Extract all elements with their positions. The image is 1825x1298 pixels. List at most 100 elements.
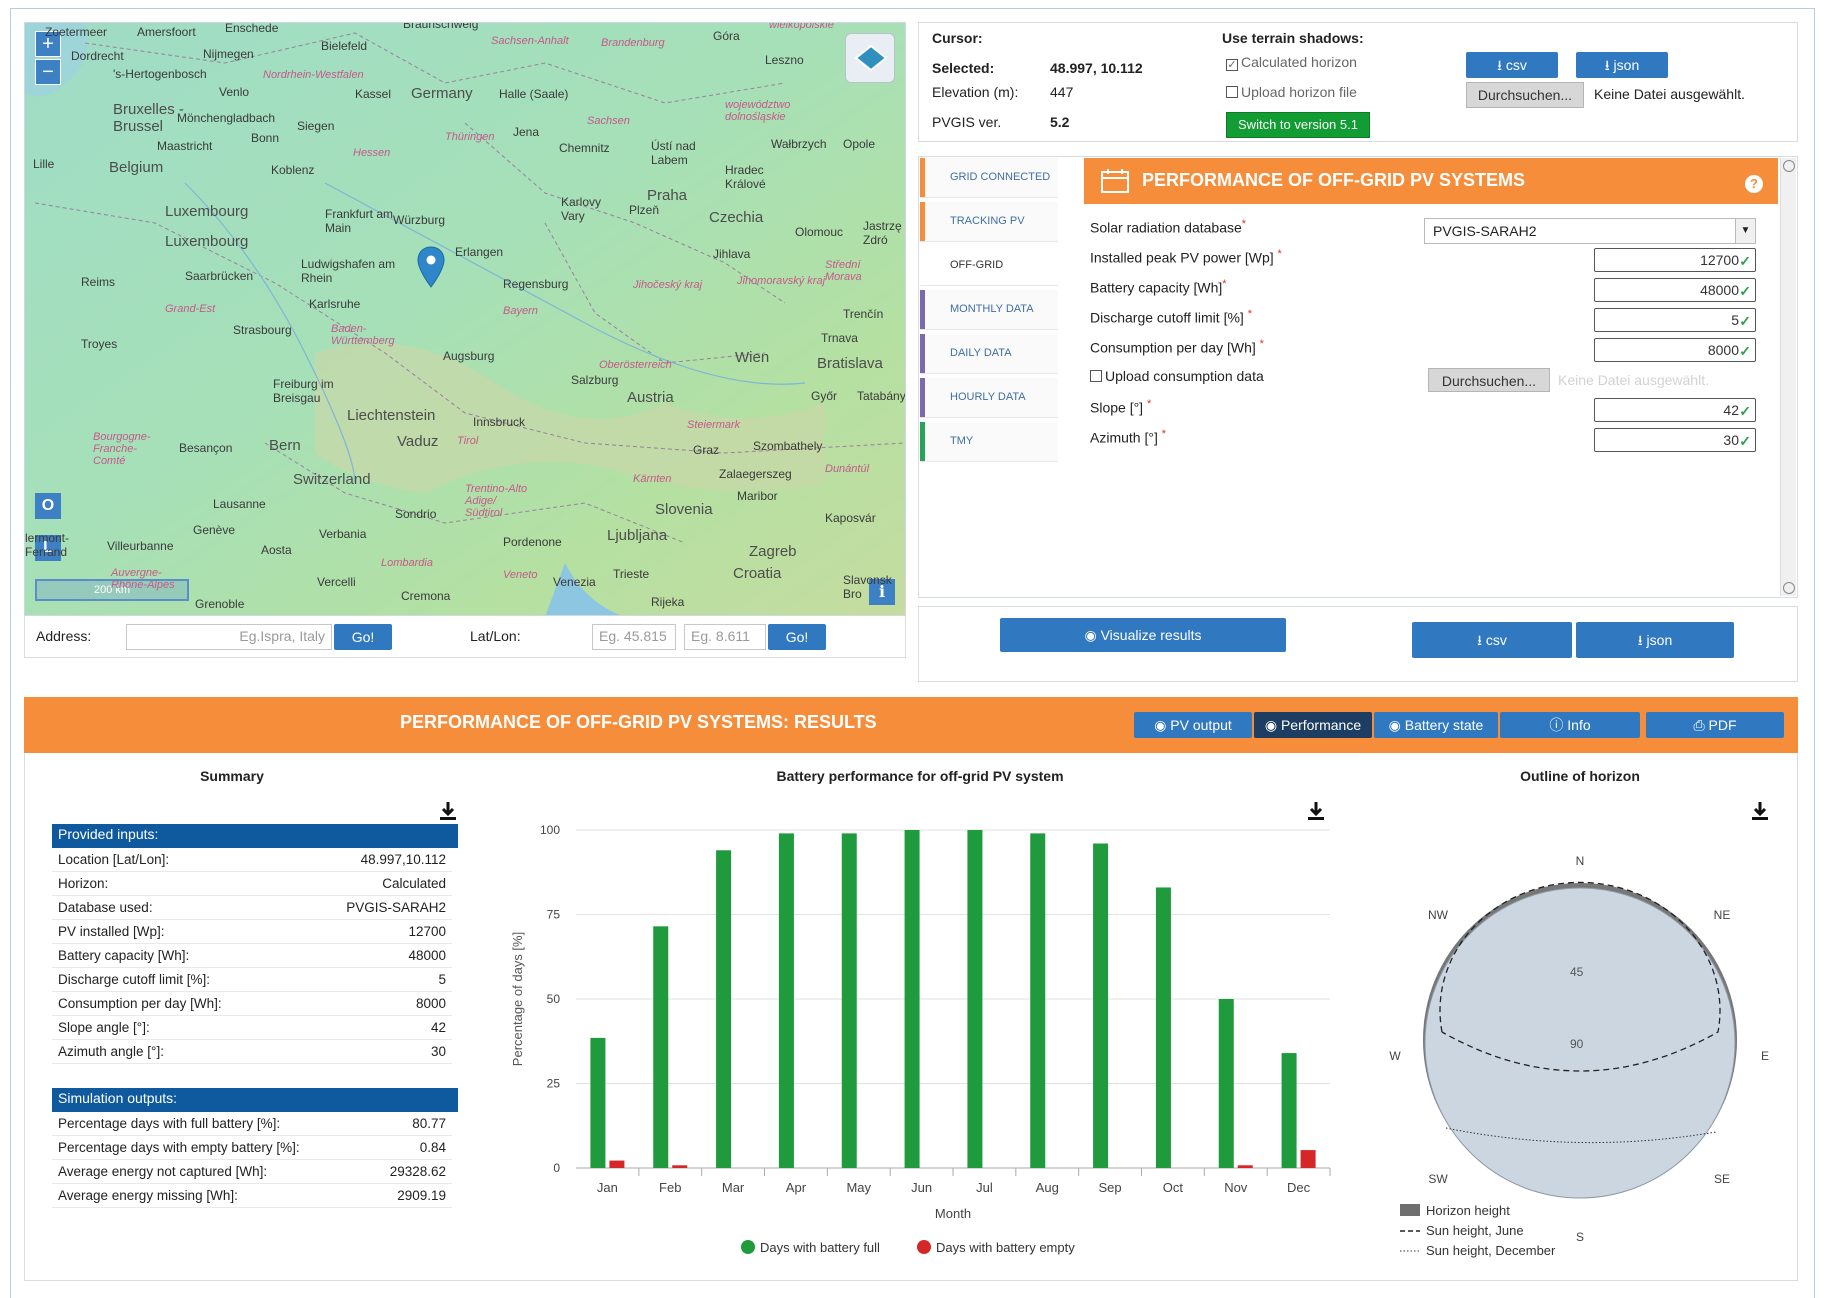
tab-pdf[interactable]: ⎙ PDF [1646,712,1784,738]
upload-horizon-option[interactable]: Upload horizon file [1226,84,1357,100]
upload-consumption-option[interactable]: Upload consumption data [1090,368,1264,384]
consumption-input[interactable]: 8000 ✓ [1594,338,1756,362]
pvgis-version-label: PVGIS ver. [932,114,1002,130]
tab-performance[interactable]: ◉ Performance [1254,712,1372,738]
tab-hourly-data[interactable]: HOURLY DATA [920,378,1058,418]
tab-monthly-data[interactable]: MONTHLY DATA [920,290,1058,330]
map-label: Koblenz [271,163,315,177]
map-label: Verbania [319,527,367,541]
side-tab-label: DAILY DATA [950,347,1012,359]
layers-button[interactable] [845,33,895,83]
map-label: Bonn [251,131,280,145]
map-label: Salzburg [571,373,619,387]
address-input[interactable]: Eg.Ispra, Italy [126,624,332,650]
checkbox-icon[interactable] [1226,86,1238,98]
map-label: Reims [81,275,116,289]
map-label: Kaposvár [825,511,876,525]
map-label: Slovenia [655,501,713,518]
azimuth-input[interactable]: 30 ✓ [1594,428,1756,452]
tab-pdf-label: PDF [1708,717,1737,733]
x-tick-label: Nov [1224,1180,1248,1195]
location-pin-icon[interactable] [415,245,447,289]
tab-grid-connected[interactable]: GRID CONNECTED [920,158,1058,198]
map-button-o[interactable]: O [35,493,61,519]
horizon-csv-button[interactable]: ⭳ csv [1466,52,1558,78]
download-summary-icon[interactable] [438,800,458,822]
compass-label-s: S [1576,1230,1584,1244]
download-chart-icon[interactable] [1306,800,1326,822]
bar-empty-jan [609,1160,625,1168]
frame-left [10,8,11,1298]
download-horizon-icon[interactable] [1750,800,1770,822]
switch-version-button[interactable]: Switch to version 5.1 [1226,112,1370,138]
checkbox-icon[interactable] [1090,370,1102,382]
map-label: Leszno [765,53,804,67]
map-label: Olomouc [795,225,844,239]
horizon-browse-button[interactable]: Durchsuchen... [1466,82,1584,108]
checkbox-checked-icon[interactable]: ✓ [1226,59,1238,71]
eye-icon: ◉ [1264,717,1281,733]
tab-info[interactable]: ⓘ Info [1500,712,1640,738]
map-label: Trentino-Alto Adige/ Südtirol [465,483,528,519]
battery-capacity-input[interactable]: 48000 ✓ [1594,278,1756,302]
required-marker: * [1241,218,1247,230]
peak-power-label: Installed peak PV power [Wp] * [1090,248,1282,266]
calculated-horizon-option[interactable]: ✓ Calculated horizon [1226,54,1357,71]
zoom-in-button[interactable]: + [35,31,61,57]
help-icon[interactable]: ? [1745,175,1763,193]
lat-input[interactable]: Eg. 45.815 [592,624,676,650]
summary-row-value: 29328.62 [389,1164,446,1179]
tab-tmy[interactable]: TMY [920,422,1058,462]
map-label: Bielefeld [321,39,368,53]
map-label: Bern [269,437,301,454]
zoom-out-button[interactable]: − [35,59,61,85]
tab-pv-output[interactable]: ◉ PV output [1134,712,1252,738]
map-label: lermont-Ferrand [25,531,70,559]
summary-row-value: 5 [438,972,446,987]
tab-performance-label: Performance [1280,717,1362,733]
consumption-browse-button[interactable]: Durchsuchen... [1428,368,1550,392]
visualize-results-button[interactable]: ◉ Visualize results [1000,618,1286,652]
tab-tracking-pv[interactable]: TRACKING PV [920,202,1058,242]
tab-pv-output-label: PV output [1170,717,1232,733]
azimuth-label: Azimuth [°] * [1090,428,1166,446]
map-info-button[interactable]: i [869,579,895,605]
results-csv-label: csv [1485,632,1507,648]
map[interactable]: + − O L 200 km i Zoetermeer Amersfoort E… [24,22,906,616]
address-go-button[interactable]: Go! [334,624,392,650]
y-tick-label: 50 [547,992,561,1006]
cutoff-input[interactable]: 5 ✓ [1594,308,1756,332]
peak-power-label-text: Installed peak PV power [Wp] [1090,249,1274,266]
map-label: Nijmegen [203,47,254,61]
side-tab-label: HOURLY DATA [950,391,1026,403]
y-tick-label: 75 [547,908,561,922]
tab-daily-data[interactable]: DAILY DATA [920,334,1058,374]
map-label: Rijeka [651,595,685,609]
map-label: Halle (Saale) [499,87,569,101]
tab-battery-state[interactable]: ◉ Battery state [1374,712,1498,738]
db-select[interactable]: PVGIS-SARAH2 ▼ [1424,218,1756,244]
map-label: Jihočeský kraj [633,279,703,291]
map-label: Sachsen [587,115,630,127]
valid-check-icon: ✓ [1739,283,1751,299]
map-button-l[interactable]: L [35,535,61,561]
results-csv-button[interactable]: ⭳ csv [1412,622,1572,658]
frame-top [10,8,1815,9]
summary-row: Slope angle [°]: 42 [52,1016,452,1040]
form-scrollbar[interactable] [1780,158,1796,596]
lon-input[interactable]: Eg. 8.611 [684,624,766,650]
tab-color-bar [920,158,925,197]
tab-off-grid[interactable]: OFF-GRID [920,246,1058,286]
scroll-down-icon[interactable] [1783,582,1795,594]
slope-input[interactable]: 42 ✓ [1594,398,1756,422]
map-label: Braunschweig [403,22,479,31]
map-label: Maribor [737,489,778,503]
scroll-up-icon[interactable] [1783,160,1795,172]
peak-power-input[interactable]: 12700 ✓ [1594,248,1756,272]
map-label: Belgium [109,159,164,176]
map-label: Genève [193,523,236,537]
map-label: Szombathely [753,439,823,453]
results-json-button[interactable]: ⭳ json [1576,622,1734,658]
horizon-json-button[interactable]: ⭳ json [1576,52,1668,78]
latlon-go-button[interactable]: Go! [768,624,826,650]
